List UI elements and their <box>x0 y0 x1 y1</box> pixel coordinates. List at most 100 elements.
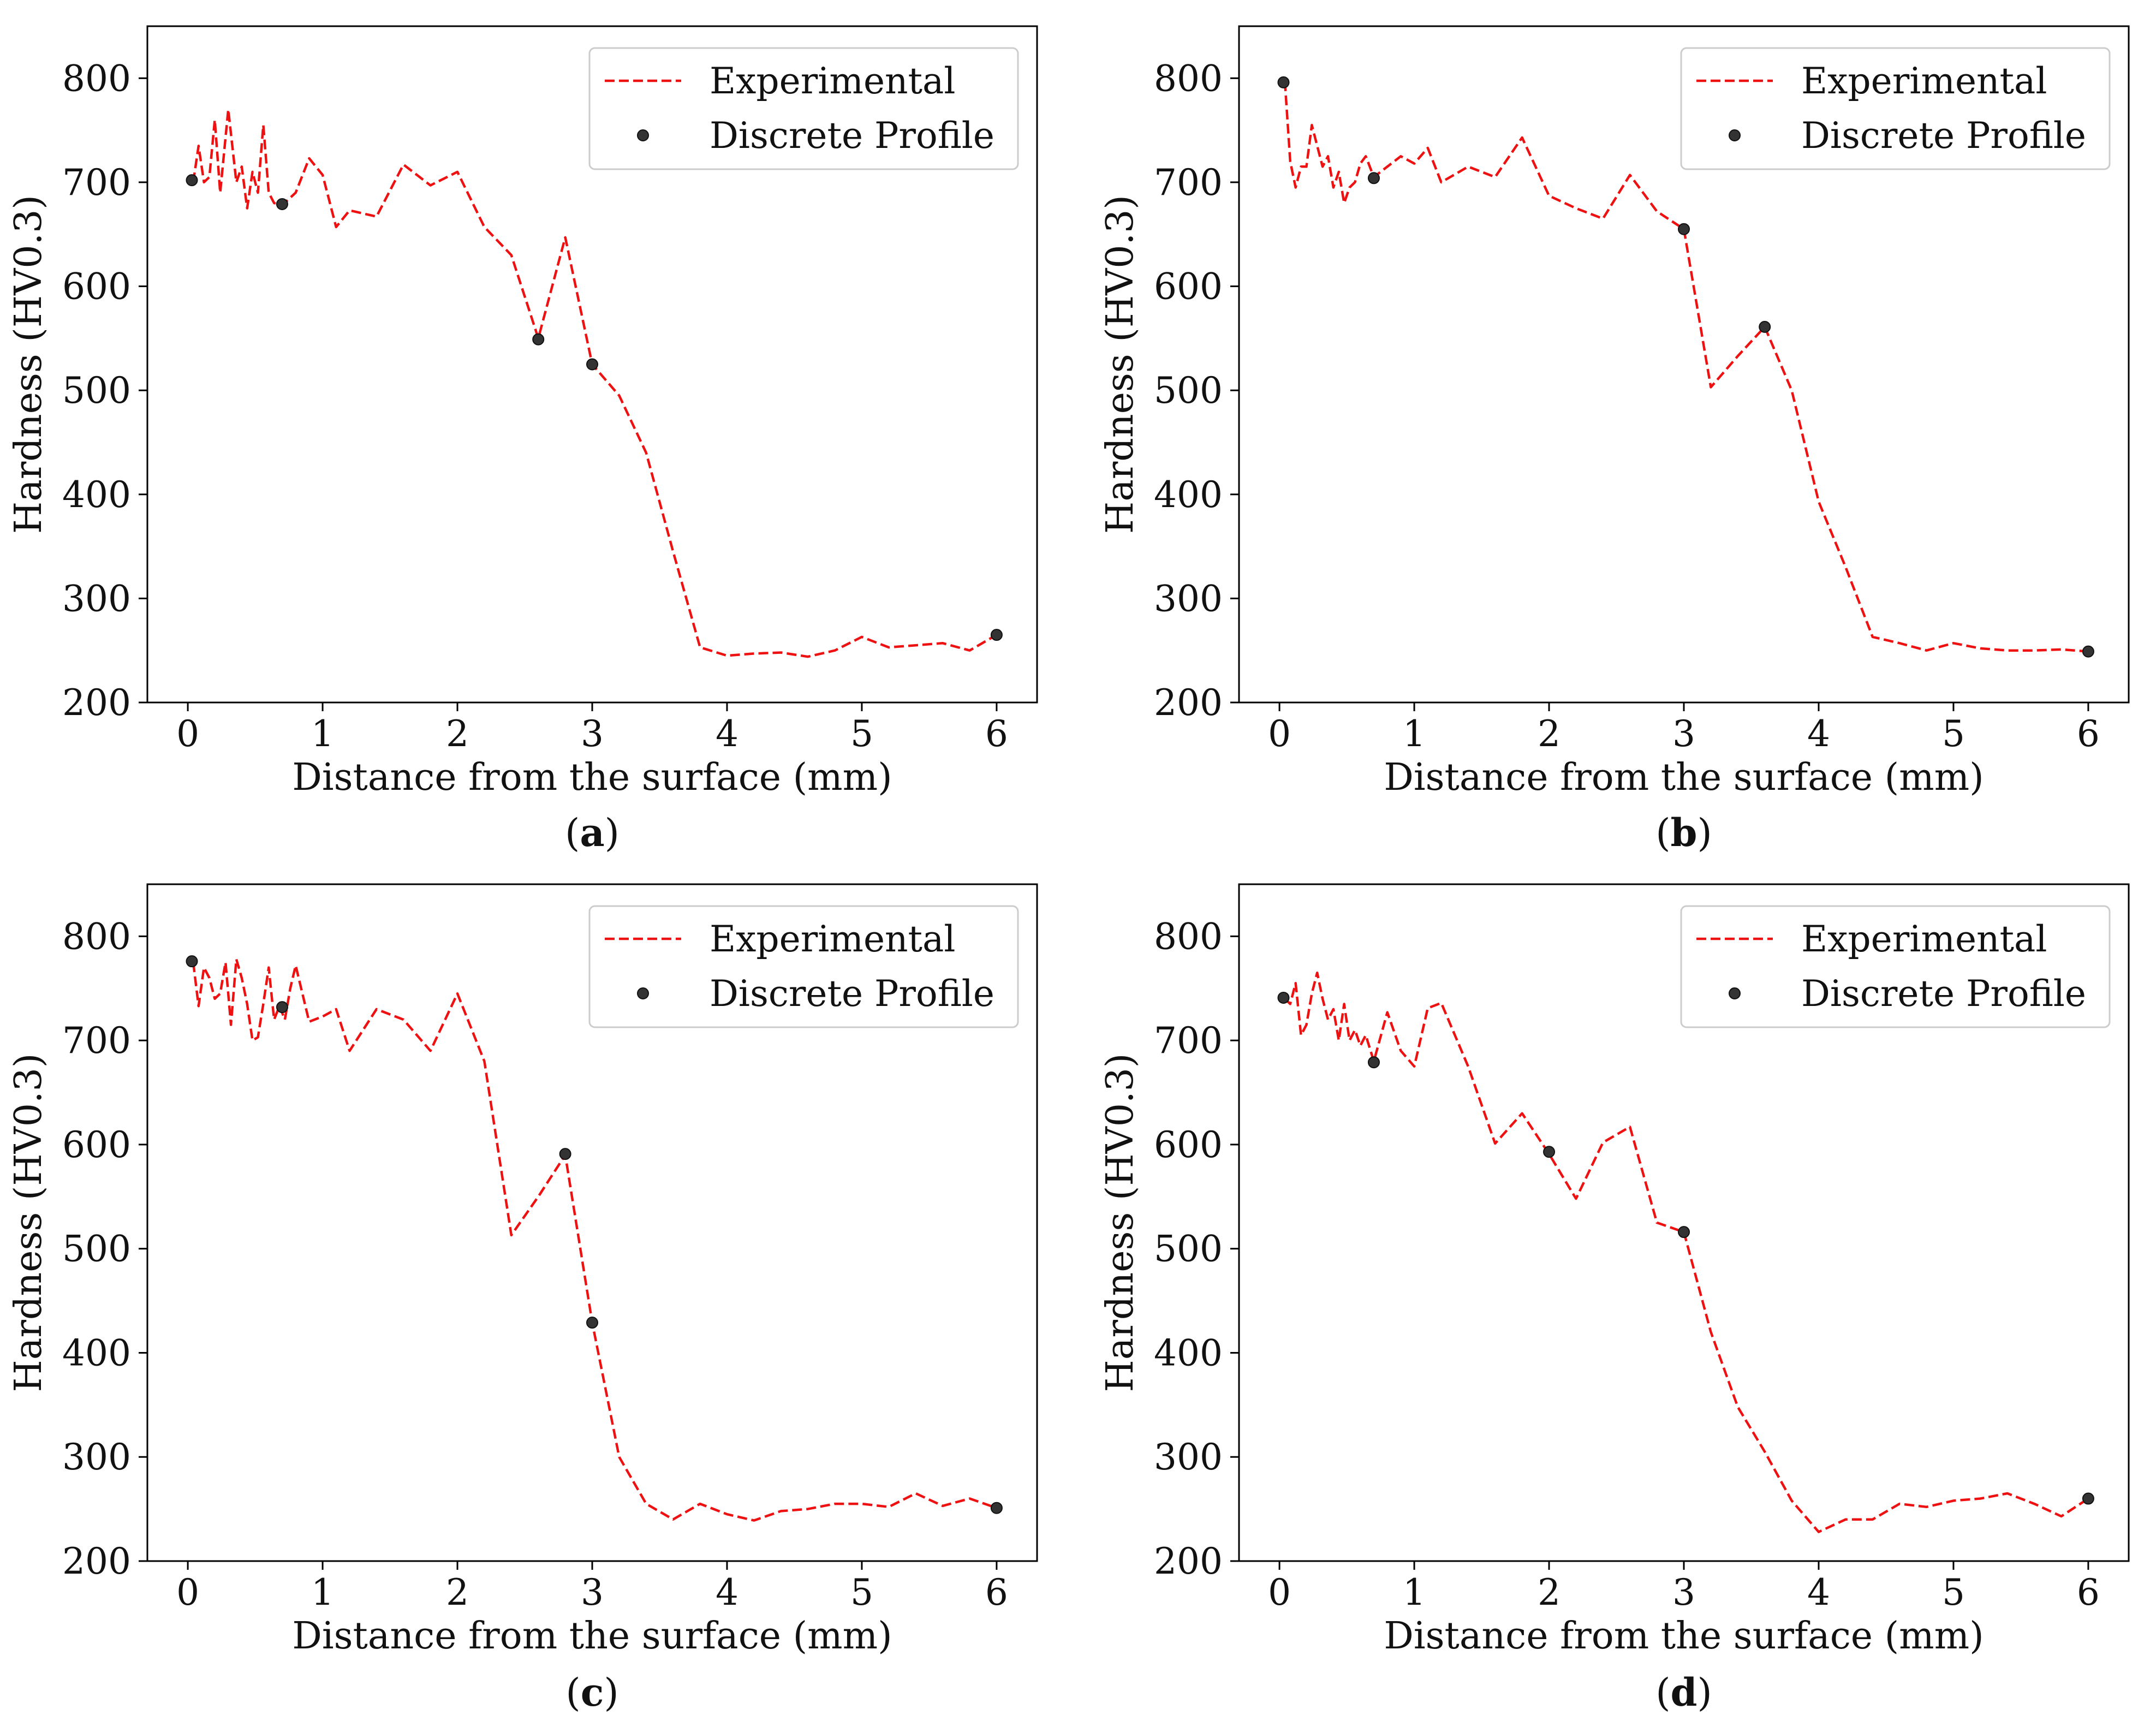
discrete-profile-point <box>559 1148 571 1160</box>
x-tick-label: 3 <box>581 1571 604 1613</box>
x-tick-label: 3 <box>1672 1571 1695 1613</box>
discrete-profile-point <box>586 358 598 371</box>
series-line-experimental <box>192 958 997 1522</box>
y-tick-label: 600 <box>1154 1124 1223 1166</box>
series-line-experimental <box>1284 971 2089 1533</box>
legend-label-discrete-profile: Discrete Profile <box>710 973 994 1015</box>
y-tick-label: 500 <box>1154 370 1223 412</box>
discrete-profile-point <box>276 198 288 210</box>
y-tick-label: 300 <box>1154 577 1223 620</box>
caption-open-paren: ( <box>565 811 580 855</box>
y-tick-label: 300 <box>62 1436 131 1478</box>
legend-label-discrete-profile: Discrete Profile <box>1801 973 2086 1015</box>
x-tick-label: 0 <box>1268 713 1291 755</box>
legend-label-experimental: Experimental <box>710 918 956 960</box>
caption-close-paren: ) <box>605 811 620 855</box>
y-tick-label: 200 <box>62 682 131 724</box>
discrete-profile-point <box>990 1502 1003 1514</box>
y-tick-label: 400 <box>1154 1332 1223 1374</box>
y-tick-label: 600 <box>62 266 131 308</box>
x-tick-label: 1 <box>1403 713 1426 755</box>
discrete-profile-point <box>186 174 198 187</box>
legend: Experimental Discrete Profile <box>588 47 1019 170</box>
x-axis-label: Distance from the surface (mm) <box>292 756 892 799</box>
y-tick-label: 600 <box>62 1124 131 1166</box>
legend-box <box>588 905 1019 1028</box>
discrete-profile-point <box>186 955 198 968</box>
discrete-profile-point <box>990 629 1003 641</box>
x-tick-label: 6 <box>2077 1571 2100 1613</box>
legend-point-swatch <box>1729 129 1741 141</box>
legend-label-experimental: Experimental <box>1801 60 2047 102</box>
legend-point-swatch <box>1729 987 1741 999</box>
legend: Experimental Discrete Profile <box>1680 47 2111 170</box>
caption-letter: d <box>1671 1670 1698 1715</box>
x-tick-label: 4 <box>716 713 738 755</box>
x-tick-label: 0 <box>176 1571 199 1613</box>
x-tick-label: 6 <box>985 1571 1008 1613</box>
y-axis-label: Hardness (HV0.3) <box>7 195 50 534</box>
panel-caption: (d) <box>1655 1670 1712 1715</box>
x-tick-label: 2 <box>446 713 469 755</box>
y-tick-label: 300 <box>1154 1436 1223 1478</box>
discrete-profile-point <box>1277 76 1290 88</box>
x-tick-label: 5 <box>850 713 873 755</box>
y-tick-label: 700 <box>62 1020 131 1062</box>
discrete-profile-point <box>1759 320 1771 333</box>
y-tick-label: 500 <box>62 1228 131 1270</box>
series-line-experimental <box>192 108 998 658</box>
legend-point-swatch <box>637 987 649 999</box>
x-tick-label: 4 <box>716 1571 738 1613</box>
plot-area <box>1277 971 2094 1533</box>
x-tick-label: 5 <box>850 1571 873 1613</box>
x-tick-label: 2 <box>446 1571 469 1613</box>
x-tick-label: 4 <box>1807 1571 1830 1613</box>
legend-label-discrete-profile: Discrete Profile <box>1801 115 2086 157</box>
x-axis-label: Distance from the surface (mm) <box>1384 756 1984 799</box>
caption-open-paren: ( <box>1655 1670 1670 1715</box>
discrete-profile-point <box>2082 645 2094 658</box>
x-tick-label: 0 <box>1268 1571 1291 1613</box>
discrete-profile-point <box>276 1001 288 1014</box>
y-tick-label: 800 <box>1154 915 1223 957</box>
discrete-profile-point <box>586 1317 598 1329</box>
x-tick-label: 2 <box>1538 713 1561 755</box>
y-tick-label: 800 <box>1154 57 1223 99</box>
chart-panel-a: 0 1 2 3 4 5 6 200 300 400 500 600 700 800 Distance fro… <box>7 25 1038 855</box>
caption-close-paren: ) <box>604 1670 618 1715</box>
chart-panel-c: 0 1 2 3 4 5 6 200 300 400 500 600 700 800 Distance fro… <box>7 883 1038 1715</box>
x-tick-label: 6 <box>2077 713 2100 755</box>
x-tick-label: 3 <box>1672 713 1695 755</box>
x-tick-label: 6 <box>985 713 1008 755</box>
x-tick-label: 1 <box>311 1571 334 1613</box>
caption-open-paren: ( <box>1655 811 1670 855</box>
y-tick-label: 700 <box>1154 162 1223 204</box>
y-tick-label: 300 <box>62 577 131 620</box>
series-line-experimental <box>1283 81 2089 653</box>
discrete-profile-point <box>1367 1056 1380 1069</box>
y-axis-label: Hardness (HV0.3) <box>1099 1053 1142 1392</box>
y-tick-label: 600 <box>1154 266 1223 308</box>
y-tick-label: 800 <box>62 915 131 957</box>
y-tick-label: 200 <box>1154 682 1223 724</box>
discrete-profile-point <box>1543 1146 1556 1158</box>
x-axis-label: Distance from the surface (mm) <box>1384 1615 1984 1658</box>
y-tick-label: 200 <box>1154 1540 1223 1582</box>
legend-box <box>588 47 1019 170</box>
plot-area <box>1277 76 2094 658</box>
discrete-profile-point <box>2082 1492 2094 1505</box>
y-tick-label: 200 <box>62 1540 131 1582</box>
panel-caption: (c) <box>565 1670 618 1715</box>
chart-panel-b: 0 1 2 3 4 5 6 200 300 400 500 600 700 800 Distance fro… <box>1099 25 2130 855</box>
discrete-profile-point <box>1678 1226 1690 1238</box>
legend-point-swatch <box>637 129 649 141</box>
plot-area <box>186 108 1003 658</box>
y-tick-label: 800 <box>62 57 131 99</box>
caption-close-paren: ) <box>1697 1670 1712 1715</box>
x-tick-label: 3 <box>581 713 604 755</box>
discrete-profile-point <box>1367 172 1380 184</box>
panel-caption: (b) <box>1655 810 1712 855</box>
y-tick-label: 400 <box>1154 474 1223 516</box>
x-tick-label: 1 <box>311 713 334 755</box>
